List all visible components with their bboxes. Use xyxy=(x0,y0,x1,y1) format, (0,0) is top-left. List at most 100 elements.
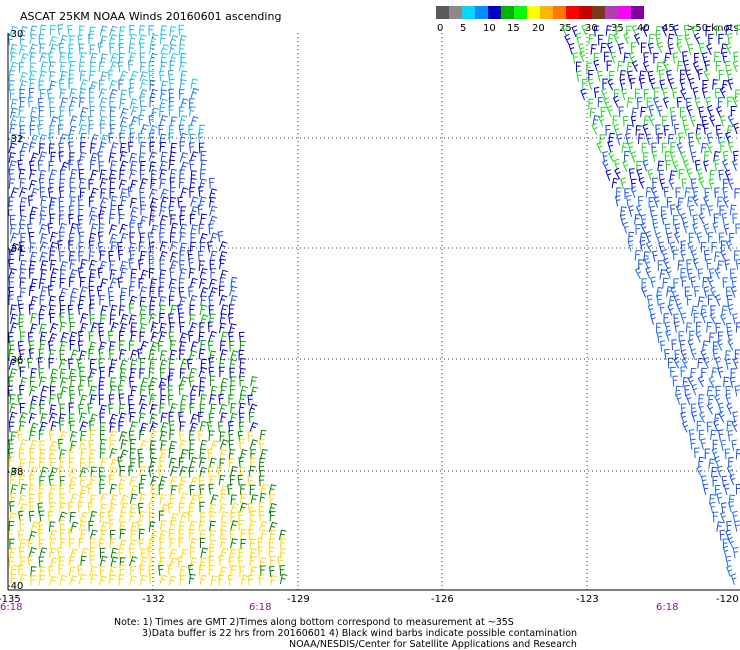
wind-barb xyxy=(727,96,733,108)
wind-barb xyxy=(139,232,146,244)
wind-barb xyxy=(159,89,168,100)
colorbar-label: 10 xyxy=(483,23,496,34)
wind-barb xyxy=(17,295,23,307)
wind-barb xyxy=(159,475,168,487)
wind-barb xyxy=(119,349,127,360)
wind-barb xyxy=(158,484,165,495)
colorbar-swatch xyxy=(553,6,566,19)
wind-barb xyxy=(649,78,656,90)
wind-barb xyxy=(726,520,732,532)
wind-barb xyxy=(661,248,668,261)
wind-barb xyxy=(159,520,167,531)
wind-barb xyxy=(230,403,237,414)
wind-barb xyxy=(692,61,700,73)
wind-barb xyxy=(576,70,582,82)
wind-barb xyxy=(59,178,66,190)
wind-barb xyxy=(9,368,18,379)
wind-barb xyxy=(702,483,709,495)
wind-barb xyxy=(30,187,40,198)
wind-barb xyxy=(78,205,84,216)
wind-barb xyxy=(230,502,239,513)
wind-barb xyxy=(130,116,139,127)
wind-barb xyxy=(199,420,208,432)
wind-barb xyxy=(68,105,75,117)
wind-barb xyxy=(90,429,96,441)
wind-barb xyxy=(661,213,667,225)
wind-barb xyxy=(39,251,48,262)
wind-barb xyxy=(247,574,254,586)
wind-barb xyxy=(10,431,18,442)
colorbar-label: 30 xyxy=(585,23,598,34)
wind-barb xyxy=(709,494,716,505)
wind-barb xyxy=(119,260,128,272)
wind-barb xyxy=(78,403,84,415)
wind-barb xyxy=(99,448,107,459)
wind-barb xyxy=(67,24,73,36)
wind-barb xyxy=(590,43,598,55)
wind-barb xyxy=(238,547,245,559)
wind-barb xyxy=(703,160,709,172)
wind-barb xyxy=(208,278,217,289)
wind-barb xyxy=(675,385,682,397)
wind-barb xyxy=(29,376,36,388)
wind-barb xyxy=(120,502,129,513)
wind-barb xyxy=(69,386,75,397)
wind-barb xyxy=(60,386,69,397)
wind-barb xyxy=(179,502,185,514)
wind-barb xyxy=(8,80,15,91)
wind-barb xyxy=(178,349,186,360)
wind-barb xyxy=(667,43,674,55)
wind-barb xyxy=(659,269,667,280)
wind-barb xyxy=(208,330,218,342)
wind-barb xyxy=(730,368,737,379)
wind-barb xyxy=(108,394,115,406)
wind-barb xyxy=(700,304,708,316)
wind-barb xyxy=(88,439,94,451)
wind-barb xyxy=(98,61,106,73)
wind-barb xyxy=(40,286,48,297)
wind-barb xyxy=(49,538,57,549)
wind-barb xyxy=(68,413,75,425)
wind-barb xyxy=(19,25,28,37)
wind-barb xyxy=(28,430,37,441)
wind-barb xyxy=(8,277,15,289)
wind-barb xyxy=(190,233,197,244)
wind-barb xyxy=(701,367,707,379)
wind-barb xyxy=(17,510,24,522)
wind-barb xyxy=(120,267,128,279)
wind-barb xyxy=(78,151,87,163)
wind-barb xyxy=(79,78,89,90)
wind-barb xyxy=(160,368,166,379)
wind-barb xyxy=(607,33,615,45)
wind-barb xyxy=(648,196,655,208)
wind-barb xyxy=(189,476,199,487)
wind-barb xyxy=(119,223,128,234)
wind-barb xyxy=(208,503,217,514)
wind-barb xyxy=(69,393,76,405)
wind-barb xyxy=(701,475,707,487)
wind-barb xyxy=(663,186,669,198)
wind-barb xyxy=(247,431,254,443)
wind-barb xyxy=(698,411,706,424)
wind-barb xyxy=(99,512,106,523)
wind-barb xyxy=(117,241,123,253)
wind-barb xyxy=(597,96,604,108)
wind-barb xyxy=(198,142,205,154)
wind-barb xyxy=(178,24,185,36)
wind-barb xyxy=(18,494,27,505)
wind-barb xyxy=(189,430,196,441)
wind-barb xyxy=(59,493,66,504)
wind-barb xyxy=(664,52,672,64)
wind-barb xyxy=(628,52,635,64)
wind-barb xyxy=(109,413,118,424)
wind-barb xyxy=(218,574,225,586)
wind-barb xyxy=(640,222,647,235)
wind-barb xyxy=(59,368,67,379)
colorbar-label: 45 xyxy=(662,23,675,34)
wind-barb xyxy=(685,393,692,405)
wind-barb xyxy=(139,439,148,451)
wind-barb xyxy=(651,150,658,162)
wind-barb xyxy=(89,206,98,218)
wind-barb xyxy=(279,573,288,585)
wind-barb xyxy=(80,555,87,567)
